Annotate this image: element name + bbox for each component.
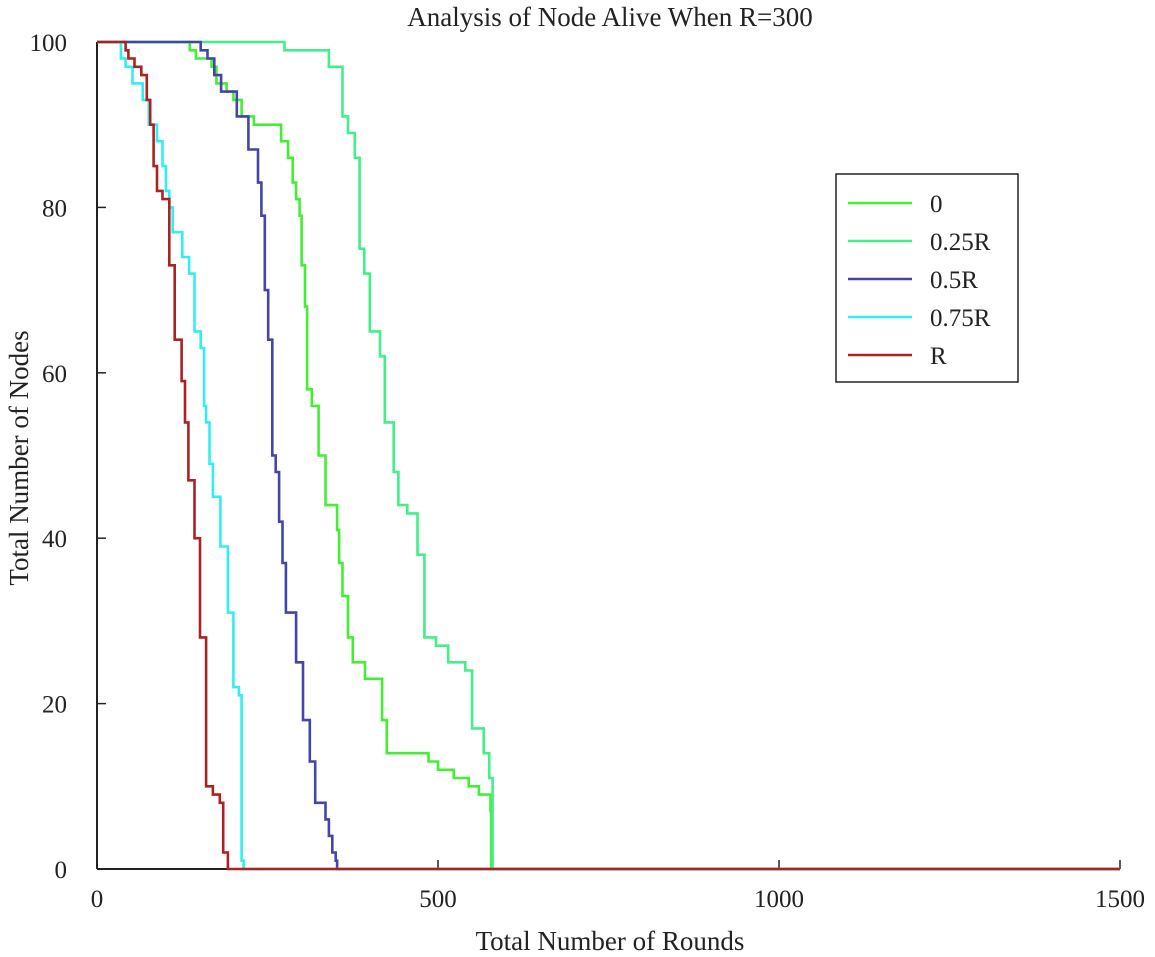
legend-label-0-5r: 0.5R [930, 267, 978, 294]
y-tick-label: 40 [42, 526, 67, 553]
x-tick-label: 1000 [754, 886, 804, 913]
y-tick-label: 80 [42, 195, 67, 222]
legend-label-0-75r: 0.75R [930, 305, 991, 332]
legend-label-r: R [930, 343, 947, 370]
x-tick-label: 500 [419, 886, 457, 913]
x-tick-label: 0 [91, 886, 104, 913]
axis-ticks: 0 500 1000 1500 0 20 40 60 80 100 [30, 30, 1146, 913]
legend: 0 0.25R 0.5R 0.75R R [835, 173, 1019, 383]
series-line-r [97, 40, 1120, 871]
series-lines [97, 40, 1120, 871]
y-axis-label: Total Number of Nodes [4, 330, 34, 585]
y-tick-label: 0 [55, 857, 68, 884]
y-tick-label: 20 [42, 692, 67, 719]
plot-axes [96, 42, 1120, 870]
legend-label-0: 0 [930, 191, 943, 218]
chart-title: Analysis of Node Alive When R=300 [407, 2, 812, 32]
x-axis-label: Total Number of Rounds [476, 926, 745, 956]
y-tick-label: 100 [30, 30, 68, 57]
series-line-0-75r [97, 40, 1120, 871]
series-line-0-5r [97, 40, 1120, 871]
y-tick-label: 60 [42, 361, 67, 388]
series-line-0-25r [97, 40, 1120, 871]
series-line-0 [97, 40, 1120, 871]
x-tick-label: 1500 [1095, 886, 1145, 913]
legend-label-0-25r: 0.25R [930, 229, 991, 256]
